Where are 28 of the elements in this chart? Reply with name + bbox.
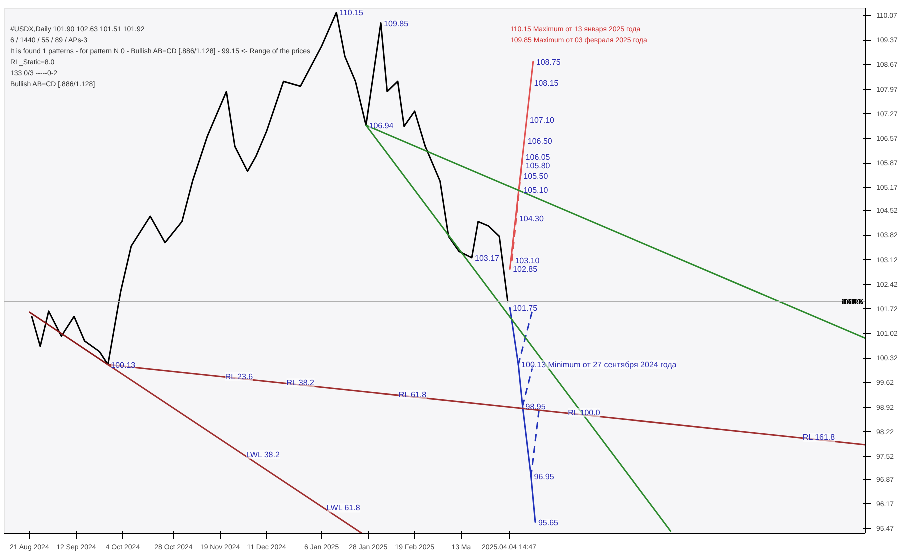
- annotation: 104.30: [519, 214, 544, 224]
- annotation: LWL 38.2: [246, 450, 280, 460]
- annotation: 110.15: [340, 8, 364, 18]
- annotation: 100.13: [111, 360, 136, 370]
- annotation: RL 23.6: [225, 372, 254, 382]
- annotation: 106.05: [526, 152, 551, 162]
- annotation: 102.85: [513, 265, 538, 274]
- annotation: 101.75: [513, 304, 538, 313]
- annotation: LWL 61.8: [326, 504, 361, 513]
- annotation: 107.10: [530, 116, 556, 125]
- annotation: 96.95: [534, 472, 555, 482]
- annotation: 105.50: [524, 172, 549, 182]
- annotation: 95.65: [538, 518, 560, 528]
- annotation: RL 100.0: [568, 408, 601, 418]
- annotation: 109.85: [384, 19, 410, 28]
- annotation: 103.17: [475, 254, 500, 263]
- annotation: RL 161.8: [802, 433, 836, 442]
- annotation: 98.95: [526, 402, 546, 412]
- annotation: 106.50: [528, 136, 553, 146]
- annotation: 105.10: [524, 186, 549, 196]
- annotation: 105.80: [526, 162, 551, 171]
- annotation: 100.13 Minimum от 27 сентября 2024 года: [522, 360, 678, 370]
- annotation: RL 38.2: [286, 378, 316, 388]
- annotation: 103.10: [515, 256, 540, 266]
- annotation: 108.75: [536, 58, 562, 67]
- annotation: 106.94: [369, 122, 394, 131]
- annotation: RL 61.8: [398, 390, 428, 400]
- annotation: 108.15: [534, 79, 560, 88]
